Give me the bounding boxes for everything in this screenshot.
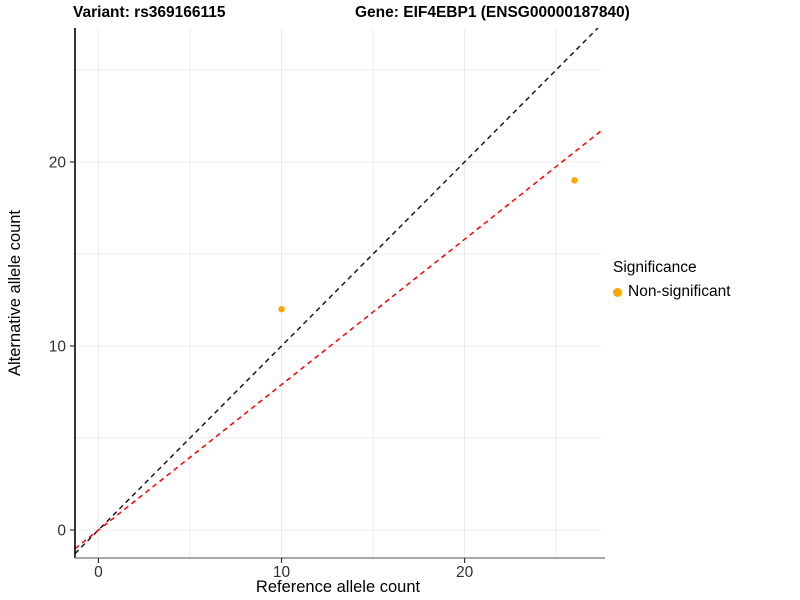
legend-title: Significance [613,259,697,276]
legend: Significance Non-significant [613,258,731,302]
identity-line [75,28,599,555]
x-tick-label: 20 [456,564,474,581]
legend-item-label: Non-significant [628,283,731,301]
panel-background [75,28,601,558]
y-tick-label: 20 [49,154,67,171]
x-tick-label: 10 [273,564,291,581]
y-axis-title: Alternative allele count [6,210,24,376]
variant-title: Variant: rs369166115 [73,4,226,21]
legend-point-icon [613,287,622,297]
gene-title: Gene: EIF4EBP1 (ENSG00000187840) [355,4,630,21]
fit-line [75,130,601,550]
y-tick-label: 0 [57,523,66,540]
data-point [571,177,578,184]
y-tick-label: 10 [49,339,67,356]
x-tick-label: 0 [94,564,103,581]
legend-item: Non-significant [613,282,731,302]
data-point [278,305,285,313]
x-axis-title: Reference allele count [256,578,421,596]
